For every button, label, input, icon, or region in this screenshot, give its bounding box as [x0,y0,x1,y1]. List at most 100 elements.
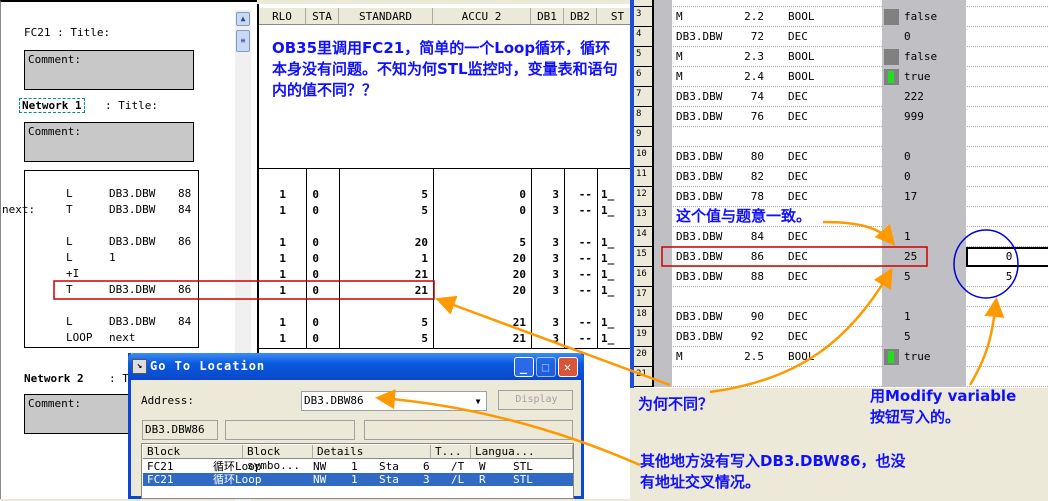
row-number[interactable]: 17 [634,287,654,307]
table-row[interactable]: 10 DB3.DBW 80 DEC 0 [634,147,1048,167]
address-cell[interactable]: M [676,70,683,83]
stl-line[interactable]: L DB3.DBW 86 [25,234,200,250]
table-row[interactable]: 18 DB3.DBW 90 DEC 1 [634,307,1048,327]
format-cell[interactable]: DEC [788,30,808,43]
stl-line[interactable]: +I [25,266,200,282]
format-cell[interactable]: DEC [788,150,808,163]
list-header[interactable]: Block [143,445,243,459]
row-number[interactable]: 4 [634,27,654,47]
address-cell[interactable]: DB3.DBW [676,330,723,343]
address-cell[interactable]: DB3.DBW [676,30,723,43]
modify-value-cell[interactable]: 0 [966,247,1048,267]
table-row[interactable]: 7 DB3.DBW 74 DEC 222 [634,87,1048,107]
block-comment[interactable]: Comment: [24,50,194,90]
format-cell[interactable]: DEC [788,170,808,183]
stl-op: LOOP [66,331,93,344]
table-row[interactable]: 9 [634,127,1048,147]
display-button[interactable]: Display [498,390,573,410]
row-number[interactable]: 10 [634,147,654,167]
stl-line[interactable]: LOOP next [25,330,200,346]
address-cell[interactable]: DB3.DBW [676,190,723,203]
row-number[interactable]: 9 [634,127,654,147]
scroll-thumb[interactable]: ≡ [236,30,250,52]
list-header[interactable]: T... [431,445,471,459]
row-number[interactable]: 18 [634,307,654,327]
table-row[interactable]: 4 DB3.DBW 72 DEC 0 [634,27,1048,47]
network2-label[interactable]: Network 2 [24,372,84,385]
list-header[interactable]: Details [313,445,431,459]
table-row[interactable]: 8 DB3.DBW 76 DEC 999 [634,107,1048,127]
address-combobox[interactable]: DB3.DBW86 ▼ [301,391,487,411]
list-item[interactable]: FC21 循环Loop NW 1 Sta 3/L R STL [143,473,573,486]
chevron-down-icon[interactable]: ▼ [475,397,481,406]
address-cell[interactable]: DB3.DBW [676,270,723,283]
table-row[interactable]: 17 [634,287,1048,307]
table-row[interactable]: 19 DB3.DBW 92 DEC 5 [634,327,1048,347]
list-header[interactable]: Block symbo... [243,445,313,472]
table-row[interactable]: 3 M 2.2 BOOL false [634,7,1048,27]
row-number[interactable]: 13 [634,207,654,227]
table-row[interactable]: 14 DB3.DBW 84 DEC 1 [634,227,1048,247]
format-cell[interactable]: BOOL [788,70,815,83]
modify-value-cell[interactable]: 5 [1005,270,1013,283]
row-number[interactable]: 8 [634,107,654,127]
address-cell[interactable]: M [676,10,683,23]
format-cell[interactable]: BOOL [788,10,815,23]
format-cell[interactable]: DEC [788,310,808,323]
format-cell[interactable]: DEC [788,190,808,203]
minimize-button[interactable]: _ [514,357,534,377]
address-cell[interactable]: DB3.DBW [676,110,723,123]
stl-code[interactable]: L DB3.DBW 88 next: T DB3.DBW 84 L DB3.DBW 86 L 1 +I T… [2,170,200,348]
address-cell[interactable]: DB3.DBW [676,150,723,163]
network1-label[interactable]: Network 1 [19,98,85,113]
format-cell[interactable]: DEC [788,110,808,123]
row-number[interactable]: 21 [634,367,654,387]
format-cell[interactable]: BOOL [788,350,815,363]
format-cell[interactable]: DEC [788,90,808,103]
address-cell[interactable]: DB3.DBW [676,90,723,103]
table-row[interactable]: 16 DB3.DBW 88 DEC 5 5 [634,267,1048,287]
table-row[interactable]: 11 DB3.DBW 82 DEC 0 [634,167,1048,187]
format-cell[interactable]: DEC [788,230,808,243]
stl-line[interactable]: T DB3.DBW 86 [25,282,200,298]
row-number[interactable]: 5 [634,47,654,67]
row-number[interactable]: 12 [634,187,654,207]
row-number[interactable]: 20 [634,347,654,367]
row-number[interactable]: 3 [634,7,654,27]
maximize-button[interactable]: □ [536,357,556,377]
table-row[interactable]: 5 M 2.3 BOOL false [634,47,1048,67]
table-row[interactable]: 15 DB3.DBW 86 DEC 25 0 [634,247,1048,267]
list-header[interactable]: Langua... [471,445,573,459]
address-cell[interactable]: M [676,50,683,63]
table-row[interactable]: 20 M 2.5 BOOL true [634,347,1048,367]
row-number[interactable]: 11 [634,167,654,187]
list-item[interactable]: FC21 循环Loop NW 1 Sta 6/T W STL [143,460,573,473]
row-number[interactable]: 6 [634,67,654,87]
row-number[interactable]: 16 [634,267,654,287]
dialog-title-bar[interactable]: ↘ Go To Location _ □ ✕ [128,353,584,380]
address-cell[interactable]: DB3.DBW [676,310,723,323]
format-cell[interactable]: DEC [788,330,808,343]
table-row[interactable]: 21 [634,367,1048,387]
close-button[interactable]: ✕ [558,357,578,377]
row-number[interactable]: 15 [634,247,654,267]
row-number[interactable]: 14 [634,227,654,247]
stl-line[interactable]: L DB3.DBW 84 [25,314,200,330]
network1-comment[interactable]: Comment: [24,122,194,162]
table-row[interactable]: 6 M 2.4 BOOL true [634,67,1048,87]
address-cell[interactable]: M [676,350,683,363]
row-number[interactable]: 19 [634,327,654,347]
address-cell[interactable]: DB3.DBW [676,230,723,243]
grid-cell: -- [578,268,592,281]
scroll-up-icon[interactable]: ▲ [236,12,250,26]
format-cell[interactable]: DEC [788,270,808,283]
table-row[interactable]: 12 DB3.DBW 78 DEC 17 [634,187,1048,207]
format-cell[interactable]: DEC [788,250,808,263]
stl-line[interactable]: next: T DB3.DBW 84 [2,202,200,218]
address-cell[interactable]: DB3.DBW [676,170,723,183]
row-number[interactable]: 7 [634,87,654,107]
format-cell[interactable]: BOOL [788,50,815,63]
stl-line[interactable]: L DB3.DBW 88 [25,186,200,202]
address-cell[interactable]: DB3.DBW [676,250,723,263]
